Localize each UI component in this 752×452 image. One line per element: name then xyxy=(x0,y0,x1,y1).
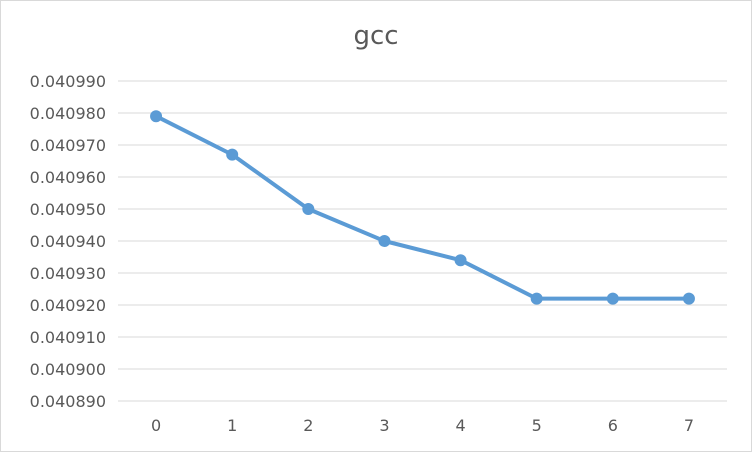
y-tick-label: 0.040950 xyxy=(30,200,106,219)
series-line xyxy=(154,114,691,301)
x-tick-label: 7 xyxy=(684,416,694,435)
x-axis-tick-labels: 0 1 2 3 4 5 6 7 xyxy=(151,416,694,435)
data-point xyxy=(302,203,315,215)
data-point xyxy=(682,292,695,305)
y-tick-label: 0.040890 xyxy=(30,392,106,411)
gridlines xyxy=(118,80,727,402)
y-tick-label: 0.040940 xyxy=(30,232,106,251)
y-tick-label: 0.040970 xyxy=(30,136,106,155)
x-tick-label: 6 xyxy=(608,416,618,435)
y-tick-label: 0.040920 xyxy=(30,296,106,315)
data-point xyxy=(378,235,391,247)
data-point xyxy=(150,110,163,123)
y-tick-label: 0.040930 xyxy=(30,264,106,283)
x-tick-label: 2 xyxy=(303,416,313,435)
x-tick-label: 4 xyxy=(455,416,465,435)
data-point xyxy=(530,292,543,305)
chart-title: gcc xyxy=(353,21,398,51)
y-tick-label: 0.040910 xyxy=(30,328,106,347)
x-tick-label: 0 xyxy=(151,416,161,435)
data-point xyxy=(606,292,619,305)
data-point xyxy=(226,148,239,161)
x-tick-label: 3 xyxy=(379,416,389,435)
y-tick-label: 0.040990 xyxy=(30,72,106,91)
series xyxy=(150,110,695,305)
x-tick-label: 5 xyxy=(532,416,542,435)
data-point xyxy=(454,254,467,267)
y-axis-tick-labels: 0.040890 0.040900 0.040910 0.040920 0.040930… xyxy=(30,72,106,411)
x-tick-label: 1 xyxy=(227,416,237,435)
y-tick-label: 0.040900 xyxy=(30,360,106,379)
y-tick-label: 0.040960 xyxy=(30,168,106,187)
y-tick-label: 0.040980 xyxy=(30,104,106,123)
